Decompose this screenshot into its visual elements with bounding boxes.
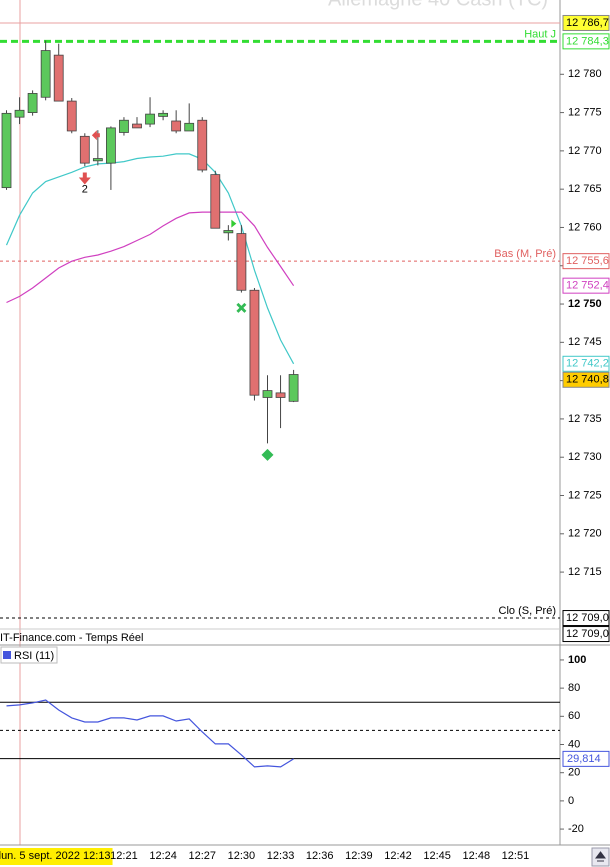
x-tick-label: 12:51 xyxy=(502,850,530,862)
y-tick-label: 60 xyxy=(568,710,580,722)
value-tag xyxy=(562,626,610,643)
y-tick-label: 12 780 xyxy=(568,68,602,80)
y-tick-label: 12 770 xyxy=(568,145,602,157)
candle-body xyxy=(79,135,90,164)
candle-body xyxy=(236,233,247,291)
y-tick-label: 0 xyxy=(568,795,574,807)
x-tick-label: 12:48 xyxy=(463,850,491,862)
value-tag xyxy=(562,277,610,294)
value-tag xyxy=(562,14,610,31)
y-tick-label: 12 745 xyxy=(568,336,602,348)
y-tick-label: 12 715 xyxy=(568,566,602,578)
y-tick-label: 12 760 xyxy=(568,221,602,233)
candle-body xyxy=(1,112,12,189)
x-tick-label: 12:30 xyxy=(228,850,256,862)
candle-body xyxy=(210,174,221,229)
value-tag-label: 12 784,3 xyxy=(566,35,609,47)
value-tag xyxy=(562,355,610,372)
y-tick-label: 80 xyxy=(568,682,580,694)
source: IT-Finance.com - Temps Réel xyxy=(0,632,143,644)
candle-body xyxy=(197,119,208,171)
candle-body xyxy=(66,100,77,132)
signal-triangle xyxy=(231,219,237,228)
x-tick-label: 12:27 xyxy=(188,850,216,862)
value-tag-label: 12 752,4 xyxy=(566,280,609,292)
candle-body xyxy=(249,289,260,396)
legend-label: RSI (11) xyxy=(14,650,54,662)
y-tick-label: -20 xyxy=(568,823,584,835)
x-tick-label: 12:24 xyxy=(149,850,177,862)
legend-box xyxy=(0,646,58,664)
x-tick-label: 12:45 xyxy=(423,850,451,862)
value-tag xyxy=(562,371,610,388)
signal-diamond xyxy=(261,448,274,461)
x-label-highlight xyxy=(0,848,113,865)
scroll-icon xyxy=(595,851,606,862)
value-tag-label: 12 740,8 xyxy=(566,374,609,386)
y-tick-label: 12 735 xyxy=(568,413,602,425)
signal-arrow-down xyxy=(78,172,91,185)
legend-swatch xyxy=(3,651,11,659)
value-tag-label: 12 786,7 xyxy=(566,17,609,29)
value-tag-label: 12 755,6 xyxy=(566,255,609,267)
candle-body xyxy=(106,127,116,164)
candle-body xyxy=(275,392,286,398)
value-tag xyxy=(562,750,610,767)
y-tick-label: 12 775 xyxy=(568,106,602,118)
level-name: Clo (S, Pré) xyxy=(499,605,556,617)
value-tag-label: 12 709,0 xyxy=(566,628,609,640)
value-tag xyxy=(562,610,610,627)
candle-body xyxy=(171,120,182,132)
value-tag xyxy=(562,33,610,50)
y-tick-label: 20 xyxy=(568,767,580,779)
candle-body xyxy=(40,50,51,98)
x-tick-label: 12:36 xyxy=(306,850,334,862)
level-name: Bas (M, Pré) xyxy=(494,248,556,260)
y-tick-label: 12 765 xyxy=(568,183,602,195)
rsi-line xyxy=(6,699,294,768)
candle-body xyxy=(92,158,103,162)
candle-body xyxy=(288,374,299,402)
y-tick-label: 12 720 xyxy=(568,528,602,540)
signal-arrow-small xyxy=(91,130,100,141)
candle-body xyxy=(184,122,195,132)
candle-body xyxy=(27,93,38,113)
candle-body xyxy=(53,54,64,102)
candle-body xyxy=(132,123,142,129)
candle-body xyxy=(119,119,129,133)
signal-label: 2 xyxy=(82,183,88,195)
y-tick-label: 100 xyxy=(568,654,586,666)
value-tag-label: 12 709,0 xyxy=(566,612,609,624)
candle-body xyxy=(223,230,234,234)
chart-title: Allemagne 40 Cash (TC) xyxy=(328,0,548,10)
value-tag-label: 29,814 xyxy=(567,753,601,765)
candle-body xyxy=(262,390,273,398)
y-tick-label: 12 730 xyxy=(568,451,602,463)
x-tick-label: 12:33 xyxy=(267,850,295,862)
candle-body xyxy=(14,109,25,118)
x-tick-label: 12:39 xyxy=(345,850,373,862)
signal-cross xyxy=(236,302,247,313)
moving-average xyxy=(6,211,295,304)
value-tag-label: 12 742,2 xyxy=(566,358,609,370)
level-name: Haut J xyxy=(524,28,556,40)
x-tick-label: 12:21 xyxy=(110,850,138,862)
candle-body xyxy=(145,113,155,125)
x-tick-label: 12:42 xyxy=(384,850,412,862)
y-tick-label: 40 xyxy=(568,738,580,750)
x-tick-label: lun. 5 sept. 2022 12:13 xyxy=(0,850,111,862)
candle-body xyxy=(158,112,169,117)
y-tick-label: 12 750 xyxy=(568,298,602,310)
y-tick-label: 12 725 xyxy=(568,489,602,501)
value-tag xyxy=(562,253,610,270)
